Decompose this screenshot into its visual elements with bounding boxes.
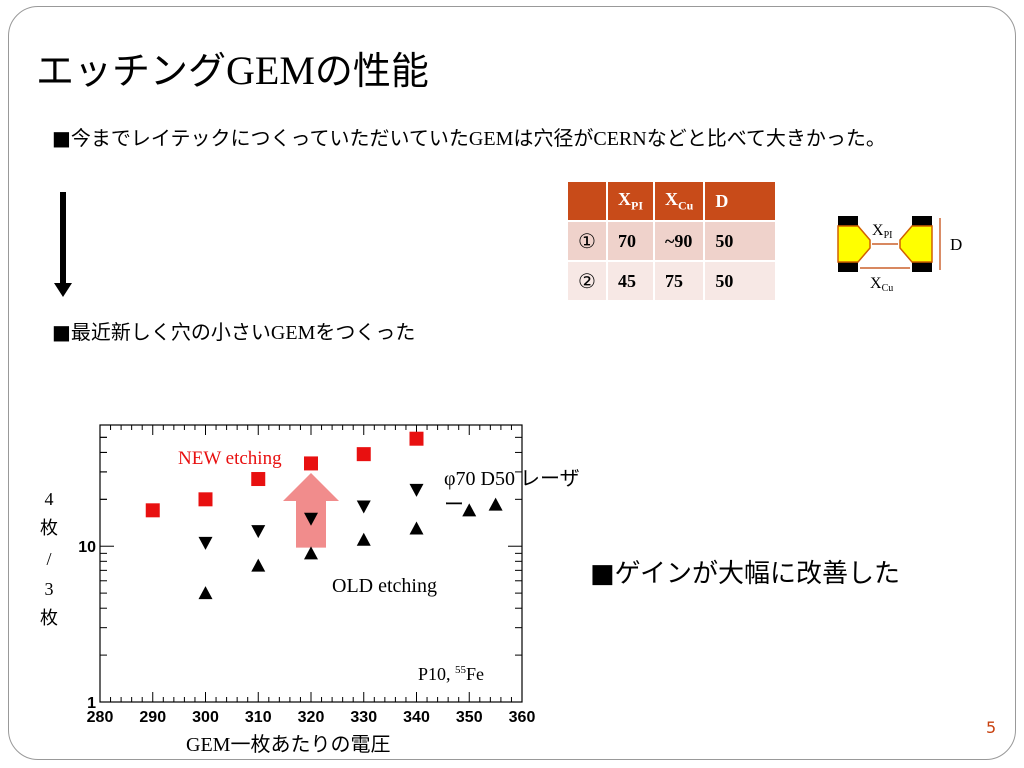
y-axis-label-part: 3 — [44, 579, 54, 599]
y-axis-label-part: 枚 — [40, 518, 58, 539]
top-left-electrode — [838, 216, 858, 226]
x-tick-label: 290 — [139, 709, 166, 726]
data-point-triangle-up — [462, 503, 477, 517]
down-arrow-shaft — [60, 192, 66, 284]
cell-xpi: 70 — [607, 220, 655, 261]
x-axis-label: GEM一枚あたりの電圧 — [186, 732, 391, 756]
data-point-triangle-down — [409, 483, 424, 497]
hole-size-table: XPI XCu D ① 70 ~90 50 ② 45 75 50 — [568, 182, 778, 300]
row-label: ② — [568, 260, 608, 300]
gem-hole-diagram: XPI XCu D — [837, 216, 962, 294]
cell-xcu: 75 — [654, 260, 706, 300]
data-point-triangle-down — [304, 512, 318, 526]
top-right-electrode — [912, 216, 932, 226]
table-header-xpi: XPI — [607, 182, 655, 221]
bullet-gain-improved: ■ゲインが大幅に改善した — [590, 559, 901, 589]
data-point-triangle-up — [304, 546, 318, 560]
data-point-square — [145, 503, 160, 518]
x-tick-label: 350 — [456, 709, 483, 726]
data-point-square — [409, 431, 424, 446]
table-header-d: D — [704, 182, 778, 221]
new-etching-label: NEW etching — [178, 448, 282, 469]
xcu-label: XCu — [870, 275, 893, 294]
y-tick-label: 10 — [78, 539, 96, 556]
xpi-label: XPI — [872, 222, 892, 241]
laser-label: φ70 D50 レーザー — [444, 468, 580, 516]
table-header-corner — [568, 182, 608, 221]
data-point-triangle-down — [356, 500, 371, 514]
improvement-arrow-icon — [283, 473, 339, 548]
bottom-right-electrode — [912, 262, 932, 272]
cell-xcu: ~90 — [654, 220, 706, 261]
data-point-triangle-up — [356, 532, 371, 546]
y-axis-label: 4 枚 / 3 枚 — [34, 484, 64, 634]
data-point-triangle-up — [409, 521, 424, 535]
down-arrow-icon — [54, 283, 72, 297]
table-header-xcu: XCu — [654, 182, 706, 221]
x-tick-label: 320 — [298, 709, 325, 726]
x-tick-label: 300 — [192, 709, 219, 726]
y-axis-label-part: 枚 — [40, 608, 58, 629]
data-point-square — [356, 447, 371, 462]
x-tick-label: 310 — [245, 709, 272, 726]
bullet-old-gem: ■今までレイテックにつくっていただいていたGEMは穴径がCERNなどと比べて大き… — [52, 126, 886, 150]
page-number: 5 — [986, 718, 997, 737]
cell-d: 50 — [704, 260, 778, 300]
data-point-triangle-down — [198, 536, 213, 550]
gas-source-label: P10, 55Fe — [418, 664, 485, 684]
data-point-triangle-up — [198, 586, 213, 600]
old-etching-label: OLD etching — [332, 575, 437, 597]
data-point-triangle-down — [251, 525, 266, 539]
slide-title: エッチングGEMの性能 — [36, 48, 429, 93]
d-label: D — [950, 235, 962, 254]
data-point-triangle-up — [488, 497, 503, 511]
bottom-left-electrode — [838, 262, 858, 272]
row-label: ① — [568, 220, 608, 261]
x-tick-label: 280 — [87, 709, 114, 726]
x-tick-label: 340 — [403, 709, 430, 726]
cell-d: 50 — [704, 220, 778, 261]
table-row: ① 70 ~90 50 — [568, 220, 778, 261]
x-tick-label: 360 — [509, 709, 536, 726]
data-point-square — [251, 472, 266, 487]
data-point-square — [198, 492, 213, 507]
data-point-square — [304, 456, 318, 471]
x-tick-label: 330 — [350, 709, 377, 726]
slide-frame — [8, 6, 1016, 760]
y-tick-label: 1 — [87, 695, 96, 712]
data-point-triangle-up — [251, 558, 266, 572]
y-axis-label-part: / — [46, 549, 52, 569]
table-row: ② 45 75 50 — [568, 260, 778, 300]
cell-xpi: 45 — [607, 260, 655, 300]
right-insulator — [899, 225, 933, 263]
bullet-new-gem: ■最近新しく穴の小さいGEMをつくった — [52, 320, 416, 344]
y-axis-label-part: 4 — [44, 489, 54, 509]
left-insulator — [837, 225, 871, 263]
